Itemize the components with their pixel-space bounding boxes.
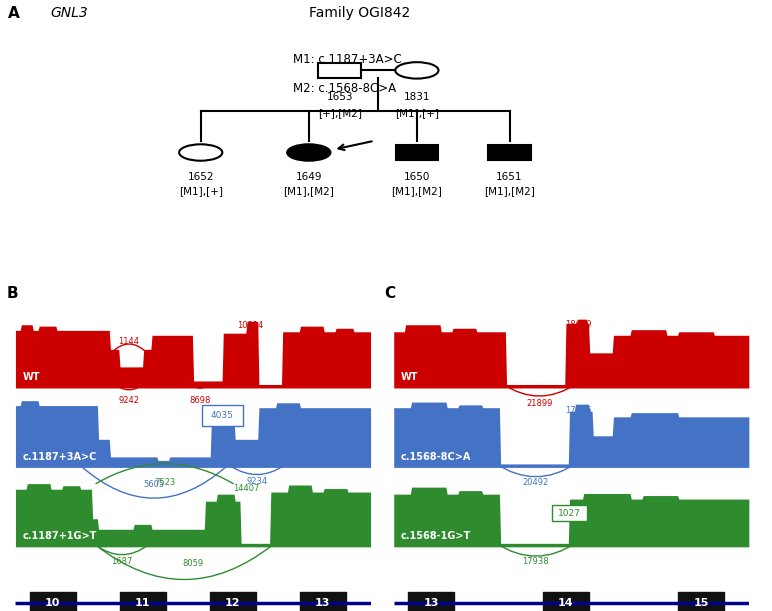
FancyBboxPatch shape — [202, 405, 242, 426]
Text: c.1187+1G>T: c.1187+1G>T — [22, 531, 97, 541]
Text: 13: 13 — [423, 598, 438, 609]
Text: 12: 12 — [225, 598, 240, 609]
Text: WT: WT — [22, 372, 40, 382]
Text: 17938: 17938 — [523, 557, 549, 566]
Text: 15: 15 — [693, 598, 709, 609]
Text: 1649: 1649 — [296, 172, 322, 181]
Text: c.1568-8C>A: c.1568-8C>A — [401, 452, 471, 462]
Circle shape — [395, 62, 438, 79]
Text: M1: c.1187+3A>C: M1: c.1187+3A>C — [293, 53, 402, 66]
Text: A: A — [8, 6, 19, 21]
FancyBboxPatch shape — [543, 591, 589, 611]
Text: 1652: 1652 — [188, 172, 214, 181]
FancyBboxPatch shape — [408, 591, 454, 611]
Text: 1831: 1831 — [404, 92, 430, 103]
Text: 5605: 5605 — [144, 480, 164, 489]
Bar — [489, 145, 531, 159]
Text: 9234: 9234 — [246, 477, 267, 486]
Text: B: B — [6, 285, 18, 301]
Text: [M1],[M2]: [M1],[M2] — [391, 186, 442, 196]
Text: c.1187+3A>C: c.1187+3A>C — [22, 452, 97, 462]
Text: 8059: 8059 — [182, 560, 204, 568]
Text: 13: 13 — [315, 598, 330, 609]
Text: 1144: 1144 — [119, 337, 140, 346]
Circle shape — [179, 144, 222, 161]
FancyBboxPatch shape — [29, 591, 76, 611]
Text: 17785: 17785 — [565, 406, 591, 415]
Bar — [396, 145, 438, 159]
Text: 1687: 1687 — [111, 557, 133, 566]
Text: Family OGI842: Family OGI842 — [309, 6, 410, 20]
Bar — [318, 63, 361, 78]
Text: C: C — [384, 285, 395, 301]
Text: 11: 11 — [135, 598, 151, 609]
FancyBboxPatch shape — [209, 591, 256, 611]
Text: [M1],[M2]: [M1],[M2] — [484, 186, 535, 196]
FancyBboxPatch shape — [678, 591, 724, 611]
Text: GNL3: GNL3 — [50, 6, 88, 20]
Text: 8698: 8698 — [189, 397, 211, 406]
FancyBboxPatch shape — [300, 591, 346, 611]
Text: [+],[M2]: [+],[M2] — [318, 109, 361, 119]
Text: WT: WT — [401, 372, 418, 382]
Text: [M1],[+]: [M1],[+] — [395, 109, 438, 119]
FancyBboxPatch shape — [120, 591, 166, 611]
Text: 1650: 1650 — [404, 172, 430, 181]
Text: 18659: 18659 — [565, 320, 591, 329]
Text: 10914: 10914 — [237, 321, 263, 330]
Text: 14: 14 — [558, 598, 574, 609]
Text: 1653: 1653 — [327, 92, 353, 103]
Circle shape — [287, 144, 330, 161]
Text: [M1],[M2]: [M1],[M2] — [283, 186, 334, 196]
Text: 7523: 7523 — [154, 478, 175, 487]
Text: 10: 10 — [45, 598, 60, 609]
Text: M2: c.1568-8C>A: M2: c.1568-8C>A — [293, 82, 397, 95]
Text: 14407: 14407 — [233, 484, 259, 492]
Text: 21899: 21899 — [527, 398, 553, 408]
Text: 20492: 20492 — [523, 478, 549, 487]
Text: 4035: 4035 — [211, 411, 234, 420]
Text: 1651: 1651 — [496, 172, 523, 181]
Text: 9242: 9242 — [119, 397, 140, 406]
Text: 1027: 1027 — [558, 508, 581, 518]
Text: [M1],[+]: [M1],[+] — [179, 186, 222, 196]
FancyBboxPatch shape — [552, 505, 587, 521]
Text: c.1568-1G>T: c.1568-1G>T — [401, 531, 471, 541]
